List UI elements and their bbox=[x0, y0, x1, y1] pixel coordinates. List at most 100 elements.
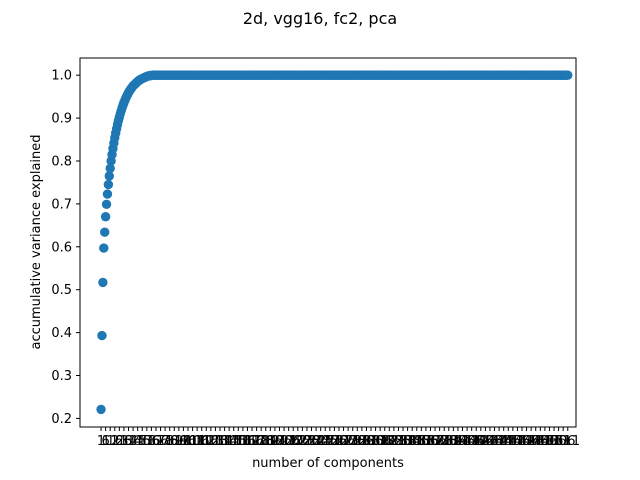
x-tick-label: 356 bbox=[414, 434, 439, 449]
chart-title: 2d, vgg16, fc2, pca bbox=[243, 9, 397, 28]
x-tick-label: 336 bbox=[395, 434, 420, 449]
x-tick-label: 291 bbox=[354, 434, 379, 449]
x-tick-label: 281 bbox=[345, 434, 370, 449]
x-tick-label: 466 bbox=[514, 434, 539, 449]
x-tick-label: 446 bbox=[496, 434, 521, 449]
x-tick-label: 201 bbox=[272, 434, 297, 449]
x-tick-label: 176 bbox=[249, 434, 274, 449]
x-tick-label: 436 bbox=[487, 434, 512, 449]
x-tick-label: 421 bbox=[473, 434, 498, 449]
y-tick-label: 0.3 bbox=[51, 369, 72, 384]
data-point bbox=[97, 330, 107, 341]
x-tick-label: 121 bbox=[198, 434, 223, 449]
x-tick-label: 211 bbox=[281, 434, 306, 449]
x-tick-label: 26 bbox=[116, 434, 133, 449]
x-tick-label: 306 bbox=[368, 434, 393, 449]
x-tick-label: 136 bbox=[212, 434, 237, 449]
x-tick-label: 31 bbox=[120, 434, 137, 449]
y-tick-label: 0.6 bbox=[51, 240, 72, 255]
x-tick-label: 96 bbox=[180, 434, 197, 449]
data-points bbox=[96, 70, 573, 415]
x-axis-ticks: 1611162126313641465156616671768186919610… bbox=[97, 427, 580, 449]
y-tick-label: 1.0 bbox=[51, 69, 72, 84]
x-tick-label: 286 bbox=[349, 434, 374, 449]
x-tick-label: 71 bbox=[157, 434, 174, 449]
x-tick-label: 51 bbox=[139, 434, 156, 449]
x-tick-label: 66 bbox=[152, 434, 169, 449]
x-tick-label: 501 bbox=[546, 434, 571, 449]
x-tick-label: 101 bbox=[180, 434, 205, 449]
x-tick-label: 166 bbox=[240, 434, 265, 449]
x-tick-label: 181 bbox=[253, 434, 278, 449]
x-tick-label: 61 bbox=[148, 434, 165, 449]
x-tick-label: 346 bbox=[404, 434, 429, 449]
x-tick-label: 16 bbox=[107, 434, 124, 449]
data-point bbox=[98, 277, 108, 288]
x-tick-label: 126 bbox=[203, 434, 228, 449]
x-tick-label: 371 bbox=[427, 434, 452, 449]
x-tick-label: 326 bbox=[386, 434, 411, 449]
x-tick-label: 1 bbox=[97, 434, 105, 449]
x-tick-label: 191 bbox=[263, 434, 288, 449]
x-tick-label: 276 bbox=[340, 434, 365, 449]
x-tick-label: 271 bbox=[336, 434, 361, 449]
x-tick-label: 46 bbox=[134, 434, 151, 449]
x-tick-label: 311 bbox=[372, 434, 397, 449]
x-tick-label: 11 bbox=[102, 434, 119, 449]
y-tick-label: 0.2 bbox=[51, 412, 72, 427]
x-tick-label: 196 bbox=[267, 434, 292, 449]
x-tick-label: 236 bbox=[304, 434, 329, 449]
x-tick-label: 141 bbox=[217, 434, 242, 449]
y-tick-label: 0.5 bbox=[51, 283, 72, 298]
x-tick-label: 161 bbox=[235, 434, 260, 449]
x-tick-label: 41 bbox=[129, 434, 146, 449]
x-tick-label: 321 bbox=[381, 434, 406, 449]
x-tick-label: 456 bbox=[505, 434, 530, 449]
x-tick-label: 416 bbox=[468, 434, 493, 449]
x-tick-label: 491 bbox=[537, 434, 562, 449]
x-tick-label: 81 bbox=[166, 434, 183, 449]
x-tick-label: 106 bbox=[185, 434, 210, 449]
data-point bbox=[103, 179, 114, 190]
x-tick-label: 226 bbox=[295, 434, 320, 449]
data-point bbox=[100, 227, 110, 237]
x-tick-label: 76 bbox=[161, 434, 178, 449]
plot-frame bbox=[79, 57, 577, 428]
x-tick-label: 301 bbox=[363, 434, 388, 449]
x-tick-label: 151 bbox=[226, 434, 251, 449]
x-tick-label: 426 bbox=[478, 434, 503, 449]
x-tick-label: 431 bbox=[482, 434, 507, 449]
y-axis-label: accumulative variance explained bbox=[29, 134, 44, 349]
x-tick-label: 406 bbox=[459, 434, 484, 449]
data-point bbox=[104, 171, 114, 181]
x-tick-label: 116 bbox=[194, 434, 219, 449]
data-point bbox=[563, 70, 573, 80]
x-tick-label: 256 bbox=[322, 434, 347, 449]
x-tick-label: 461 bbox=[510, 434, 535, 449]
x-tick-label: 506 bbox=[551, 434, 576, 449]
x-tick-label: 131 bbox=[208, 434, 233, 449]
x-tick-label: 171 bbox=[244, 434, 269, 449]
x-tick-label: 186 bbox=[258, 434, 283, 449]
data-point bbox=[96, 404, 106, 415]
x-tick-label: 56 bbox=[143, 434, 160, 449]
y-axis-ticks: 0.2 0.3 0.4 0.5 0.6 0.7 0.8 0.9 1.0 bbox=[51, 69, 80, 427]
x-tick-label: 296 bbox=[359, 434, 384, 449]
x-tick-label: 206 bbox=[276, 434, 301, 449]
x-tick-label: 341 bbox=[400, 434, 425, 449]
x-tick-label: 486 bbox=[532, 434, 557, 449]
x-tick-label: 146 bbox=[221, 434, 246, 449]
x-tick-label: 481 bbox=[528, 434, 553, 449]
x-tick-label: 366 bbox=[423, 434, 448, 449]
x-tick-label: 376 bbox=[432, 434, 457, 449]
x-tick-label: 386 bbox=[441, 434, 466, 449]
x-tick-label: 111 bbox=[189, 434, 214, 449]
x-axis-label: number of components bbox=[252, 456, 404, 471]
y-tick-label: 0.9 bbox=[51, 112, 72, 127]
y-tick-label: 0.4 bbox=[51, 326, 72, 341]
x-tick-label: 221 bbox=[290, 434, 315, 449]
x-tick-label: 496 bbox=[542, 434, 567, 449]
data-point bbox=[100, 212, 111, 222]
x-tick-label: 6 bbox=[101, 434, 109, 449]
